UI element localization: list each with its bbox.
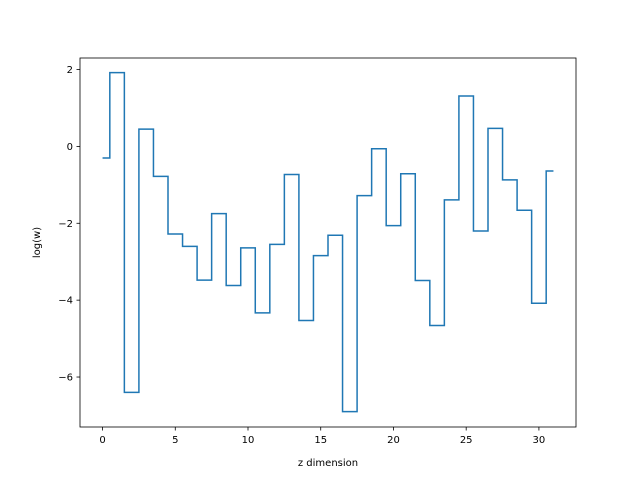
y-tick-label: −4 bbox=[58, 296, 73, 307]
x-tick-label: 15 bbox=[314, 435, 327, 446]
x-tick-label: 25 bbox=[460, 435, 473, 446]
series-line-0 bbox=[102, 71, 554, 413]
y-tick-label: 2 bbox=[67, 65, 73, 76]
x-axis-label: z dimension bbox=[298, 458, 358, 469]
x-tick-label: 0 bbox=[99, 435, 105, 446]
series-layer bbox=[102, 71, 554, 413]
y-tick-label: −2 bbox=[58, 219, 73, 230]
y-axis-label: log(w) bbox=[32, 227, 43, 258]
x-tick-label: 10 bbox=[242, 435, 255, 446]
x-tick-label: 30 bbox=[533, 435, 546, 446]
y-tick-label: 0 bbox=[67, 142, 73, 153]
y-tick-label: −6 bbox=[58, 373, 73, 384]
x-axis: 0 5 10 15 20 25 30 bbox=[99, 427, 545, 446]
plot-frame bbox=[79, 57, 577, 428]
y-axis: −6 −4 −2 0 2 bbox=[58, 65, 80, 384]
x-tick-label: 5 bbox=[172, 435, 178, 446]
x-tick-label: 20 bbox=[387, 435, 400, 446]
